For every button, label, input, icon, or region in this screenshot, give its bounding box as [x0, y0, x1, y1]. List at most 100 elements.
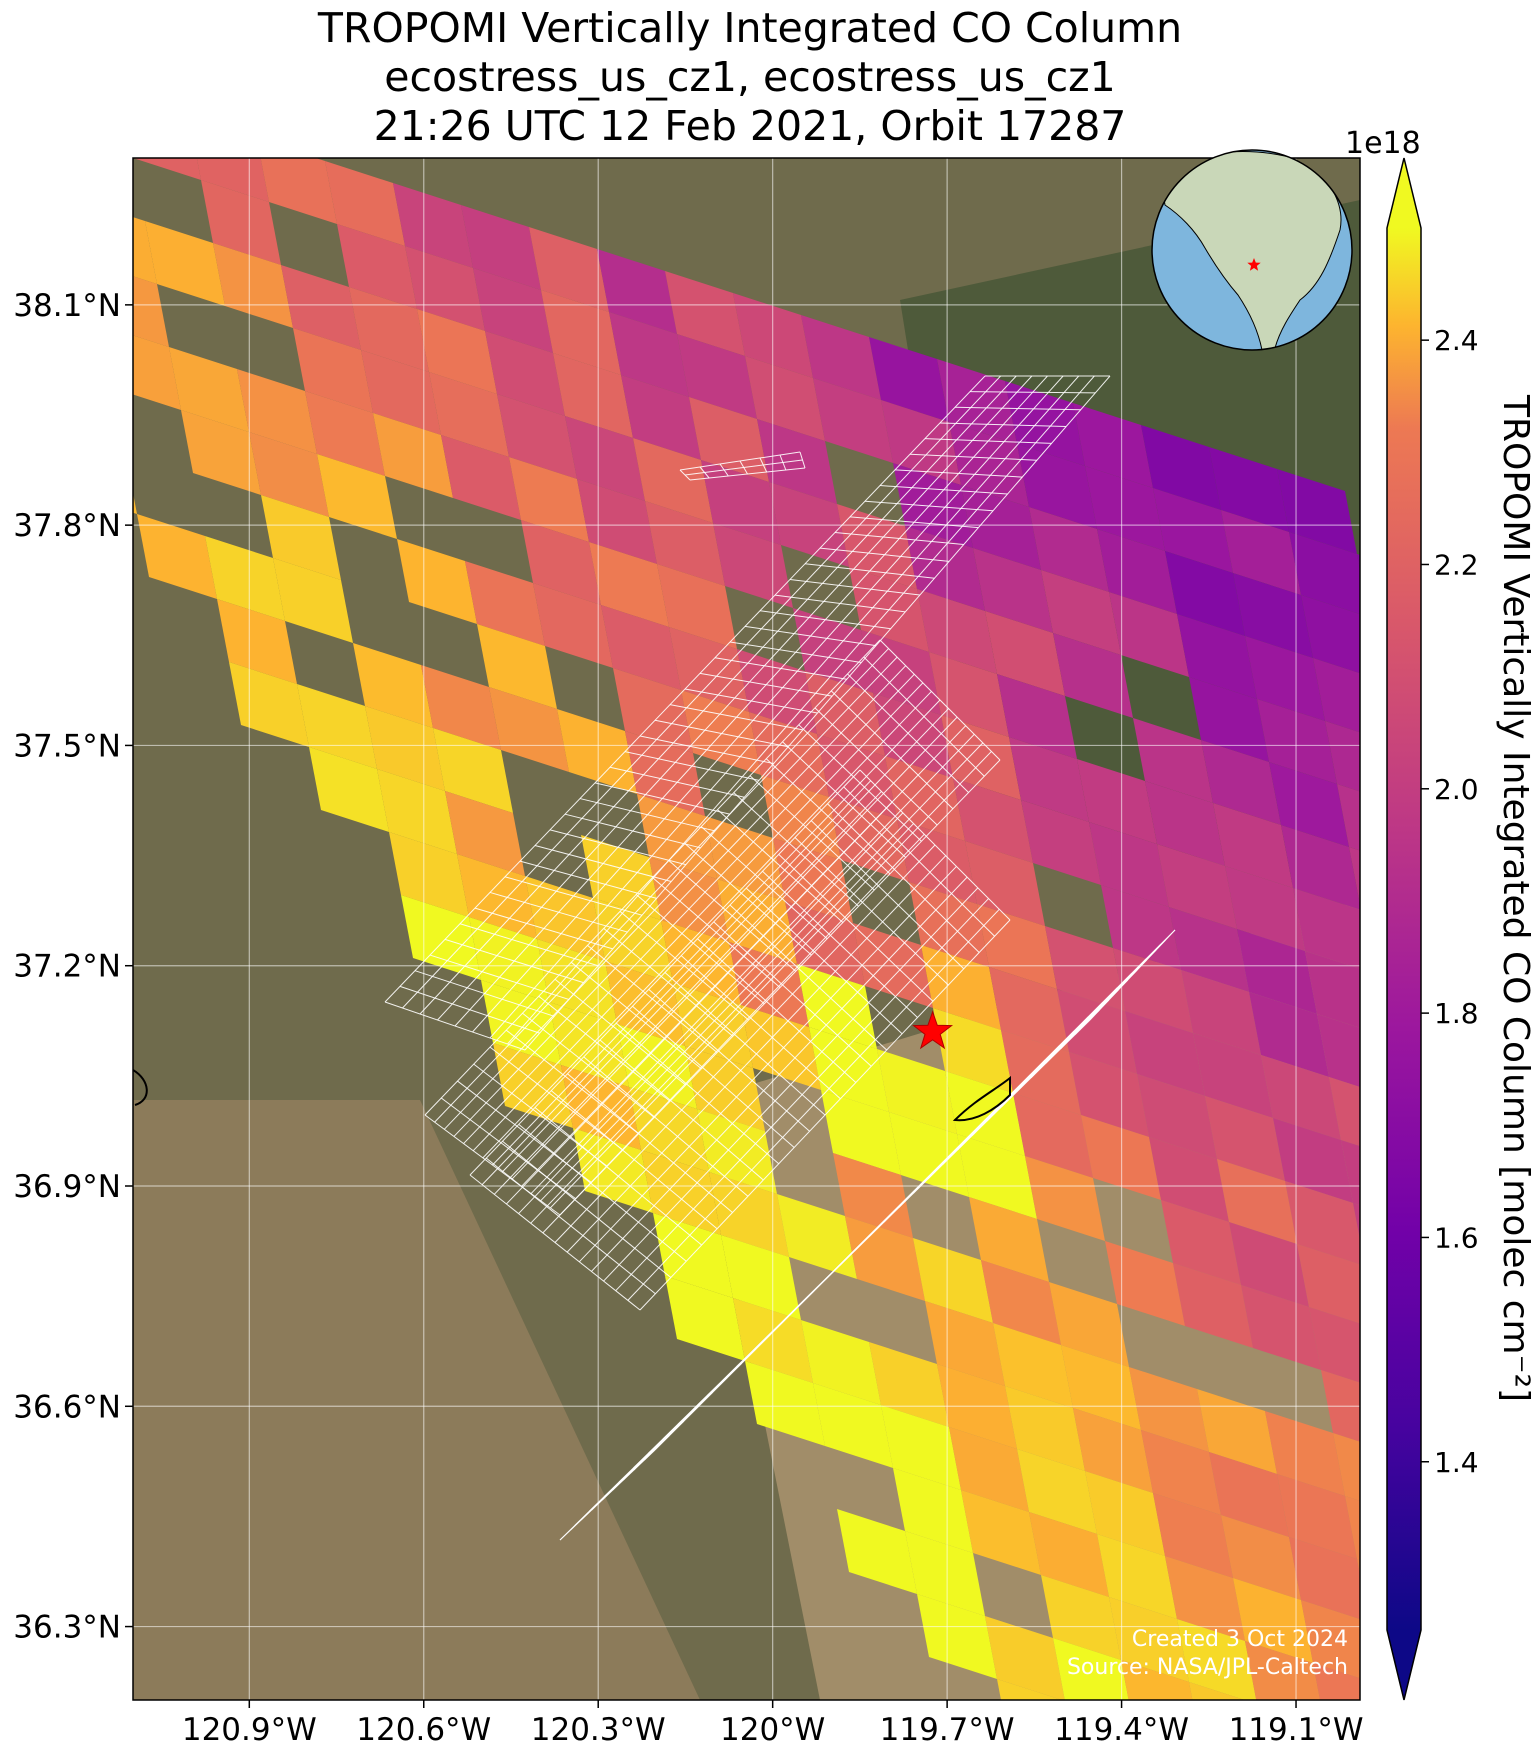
co-pixel [1157, 844, 1237, 929]
co-pixel [1161, 1200, 1241, 1285]
footprint-line [518, 812, 904, 1214]
co-pixel [893, 463, 973, 548]
co-pixel [389, 832, 469, 917]
footprint-line [559, 759, 1001, 1216]
co-pixel [521, 520, 601, 605]
co-pixel [757, 419, 837, 504]
co-pixel [673, 983, 753, 1068]
footprint-line [419, 375, 1017, 1015]
footprint-line [434, 648, 889, 1123]
basemap-foothills [133, 1100, 700, 1700]
footprint-line [578, 866, 957, 1263]
co-pixel [833, 1153, 913, 1238]
co-pixel [417, 309, 497, 394]
co-pixel [845, 1216, 925, 1301]
co-pixel [509, 457, 589, 542]
lat-tick-label: 37.8°N [13, 508, 121, 544]
co-pixel [913, 1238, 993, 1323]
globe-outline [1151, 149, 1353, 351]
co-pixel [957, 1134, 1037, 1219]
co-pixel [325, 161, 405, 246]
co-pixel [169, 347, 249, 432]
co-pixel [981, 1260, 1061, 1345]
co-pixel [1025, 1156, 1105, 1241]
lat-tick-label: 38.1°N [13, 288, 121, 324]
co-pixel [281, 265, 361, 350]
co-pixel [293, 328, 373, 413]
co-pixel [497, 394, 577, 479]
co-pixel [1197, 1389, 1277, 1474]
co-pixel [196, 158, 269, 202]
co-pixel [689, 397, 769, 482]
colorbar-exponent: 1e18 [1345, 126, 1421, 161]
footprint-line [492, 699, 941, 1166]
footprint-line [530, 823, 914, 1224]
colorbar-gradient [1387, 228, 1421, 1630]
co-pixel [1301, 1600, 1360, 1679]
footprint-line [554, 844, 936, 1243]
co-pixel [885, 756, 965, 841]
co-pixel [1105, 1241, 1185, 1326]
co-pixel [1337, 784, 1360, 851]
colorbar-outline [1386, 157, 1422, 1701]
co-pixel [801, 315, 881, 400]
co-pixel [181, 410, 261, 495]
map-panel [133, 158, 1360, 1700]
co-pixel [813, 1383, 893, 1468]
footprint-line [489, 375, 1080, 1039]
co-pixel [877, 1049, 957, 1134]
co-pixel [801, 1320, 881, 1405]
co-pixel [1221, 1515, 1301, 1600]
co-pixel [557, 709, 637, 794]
co-pixel [677, 334, 757, 419]
colorbar-tick-label: 1.8 [1434, 997, 1479, 1030]
co-pixel [965, 841, 1045, 926]
co-pixel [1001, 1030, 1081, 1115]
lon-tick-label: 119.7°W [880, 1712, 1015, 1748]
co-pixel [1309, 1307, 1360, 1383]
co-pixel [1325, 721, 1360, 792]
co-pixel [373, 413, 453, 498]
lat-tick-label: 37.5°N [13, 728, 121, 764]
co-pixel [1029, 507, 1109, 592]
co-pixel [573, 1128, 653, 1213]
co-pixel [533, 583, 613, 668]
co-pixel [1217, 1159, 1297, 1244]
co-pixel [297, 684, 377, 769]
co-pixel [353, 643, 433, 728]
co-pixel [1201, 740, 1281, 825]
co-pixel [1073, 403, 1153, 488]
co-pixel [133, 335, 181, 410]
co-pixel [697, 1109, 777, 1194]
co-pixel [977, 904, 1057, 989]
co-pixel [1169, 907, 1249, 992]
co-pixel [529, 227, 609, 312]
lon-tick-label: 120.9°W [182, 1712, 317, 1748]
title-line-2: ecostress_us_cz1, ecostress_us_cz1 [384, 53, 1116, 101]
co-pixel [749, 712, 829, 797]
colorbar: 1.4 1.6 1.8 2.0 2.2 2.4 [1386, 157, 1479, 1701]
co-pixel [1177, 1619, 1257, 1700]
footprint-line [615, 898, 989, 1292]
co-pixel [721, 1235, 801, 1320]
co-pixel [769, 482, 849, 567]
co-pixel [237, 369, 317, 454]
colorbar-label: TROPOMI Vertically Integrated CO Column … [1495, 395, 1536, 1403]
footprint-scene [559, 929, 1176, 1541]
co-pixel [1109, 1597, 1189, 1682]
co-pixel [997, 674, 1077, 759]
co-pixel [869, 337, 949, 422]
co-pixel [665, 271, 745, 356]
co-pixel [837, 1509, 917, 1594]
colorbar-tick-label: 2.0 [1434, 773, 1479, 806]
co-pixel [1313, 658, 1360, 733]
co-pixel [1137, 1074, 1217, 1159]
co-pixel [309, 747, 389, 832]
co-pixel [1121, 1660, 1193, 1700]
co-pixel [773, 838, 853, 923]
co-pixel [973, 548, 1053, 633]
co-pixel [489, 687, 569, 772]
title-line-1: TROPOMI Vertically Integrated CO Column [317, 4, 1183, 52]
co-pixel [1089, 822, 1169, 907]
co-pixel [1349, 847, 1360, 905]
